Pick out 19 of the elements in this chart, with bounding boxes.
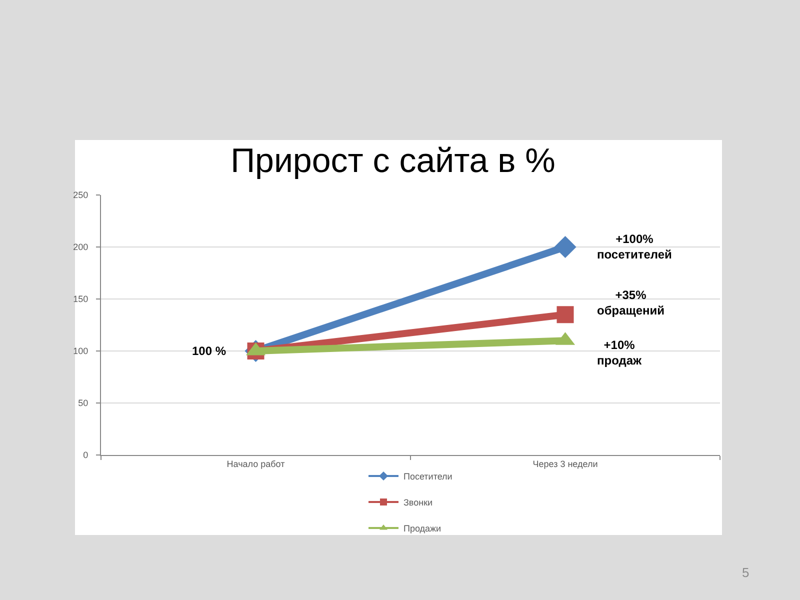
- legend-label: Посетители: [404, 472, 452, 482]
- y-tick-label: 250: [73, 190, 88, 200]
- annotation: +35% обращений: [597, 288, 665, 318]
- chart-title: Прирост с сайта в %: [230, 142, 556, 180]
- y-tick-label: 150: [73, 294, 88, 304]
- y-tick-label: 50: [78, 398, 88, 408]
- x-tick-label: Через 3 недели: [532, 458, 598, 469]
- point: [556, 306, 574, 324]
- point: [554, 236, 576, 258]
- y-tick-label: 100: [73, 346, 88, 356]
- legend-label: Продажи: [404, 524, 442, 534]
- text: 5: [742, 565, 750, 580]
- annotation: 100 %: [192, 344, 226, 358]
- legend-label: Звонки: [404, 498, 433, 508]
- y-tick-label: 200: [73, 242, 88, 252]
- annotation: +100% посетителей: [597, 232, 672, 262]
- annotation: +10% продаж: [597, 338, 642, 368]
- y-tick-label: 0: [83, 450, 88, 460]
- x-tick-label: Начало работ: [226, 458, 285, 469]
